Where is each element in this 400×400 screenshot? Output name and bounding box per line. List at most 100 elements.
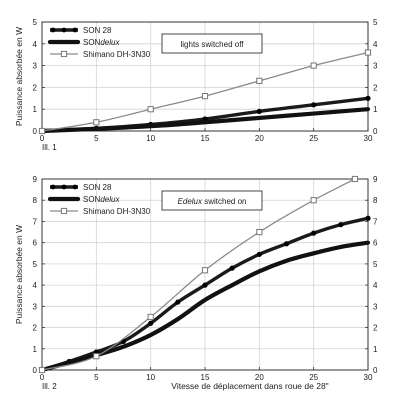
data-point <box>202 282 208 288</box>
y-tick-label-right: 5 <box>373 18 378 27</box>
panel-label: Ill. 2 <box>42 382 57 391</box>
legend-item: SON 28 <box>50 26 112 35</box>
legend-label-part: SON <box>83 195 101 204</box>
data-point <box>351 175 359 183</box>
x-tick-label: 10 <box>146 373 155 382</box>
legend: SON 28 SONdelux Shimano DH-3N30 <box>47 183 151 216</box>
legend-marker <box>61 27 67 33</box>
legend-label: Shimano DH-3N30 <box>83 207 151 216</box>
y-tick-label-left: 6 <box>33 239 38 248</box>
data-point <box>38 127 46 135</box>
y-axis-label: Puissance absorbée en W <box>14 27 24 126</box>
y-tick-label-left: 3 <box>33 302 38 311</box>
panel-label: Ill. 1 <box>42 143 57 152</box>
data-point <box>256 77 263 84</box>
legend-label: SONdelux <box>83 195 120 204</box>
legend-item: SONdelux <box>47 195 120 204</box>
y-tick-label-right: 0 <box>373 127 378 136</box>
y-tick-label-left: 5 <box>33 18 38 27</box>
x-tick-label: 30 <box>364 134 373 143</box>
legend-label-part: delux <box>100 38 120 47</box>
x-tick-label: 15 <box>201 373 210 382</box>
annotation-text-part: Edelux <box>178 197 203 206</box>
data-point <box>311 102 317 108</box>
legend-marker <box>50 184 56 190</box>
data-point <box>310 62 317 69</box>
data-point <box>229 265 235 271</box>
annotation-text: lights switched off <box>181 40 245 49</box>
legend-label: SON 28 <box>83 26 112 35</box>
legend-marker <box>61 184 67 190</box>
x-tick-label: 20 <box>255 373 264 382</box>
y-tick-label-right: 3 <box>373 302 378 311</box>
legend-item: SON 28 <box>50 183 112 192</box>
series-sondelux <box>39 107 371 134</box>
y-tick-label-right: 7 <box>373 217 378 226</box>
data-point <box>256 251 262 257</box>
x-tick-label: 0 <box>40 373 45 382</box>
legend-marker <box>72 184 78 190</box>
y-tick-label-left: 9 <box>33 175 38 184</box>
data-point <box>175 299 181 305</box>
x-tick-label: 10 <box>146 134 155 143</box>
x-tick-label: 25 <box>309 373 318 382</box>
data-point <box>201 267 209 274</box>
y-tick-label-left: 4 <box>33 40 38 49</box>
y-tick-label-right: 6 <box>373 239 378 248</box>
series-son-28 <box>39 215 371 373</box>
y-tick-label-left: 3 <box>33 62 38 71</box>
y-tick-label-right: 1 <box>373 105 378 114</box>
y-tick-label-right: 2 <box>373 83 378 92</box>
data-point <box>364 49 372 56</box>
data-point <box>38 366 46 374</box>
y-tick-label-right: 8 <box>373 196 378 205</box>
y-tick-label-right: 4 <box>373 281 378 290</box>
legend-marker <box>60 50 68 58</box>
series-shimano-dh-3n30 <box>38 49 372 135</box>
x-tick-label: 5 <box>94 373 99 382</box>
y-tick-label-left: 2 <box>33 324 38 333</box>
data-point <box>147 313 154 321</box>
legend-marker <box>50 27 56 33</box>
y-tick-label-right: 5 <box>373 260 378 269</box>
y-tick-label-right: 0 <box>373 366 378 375</box>
y-tick-label-left: 4 <box>33 281 38 290</box>
y-tick-label-right: 4 <box>373 40 378 49</box>
x-axis-label: Vitesse de déplacement dans roue de 28" <box>171 381 328 391</box>
legend-item: Shimano DH-3N30 <box>50 50 151 59</box>
y-tick-label-left: 0 <box>33 127 38 136</box>
y-tick-label-left: 8 <box>33 196 38 205</box>
series-line <box>39 107 371 134</box>
data-point <box>93 119 100 126</box>
data-point <box>311 230 317 236</box>
x-tick-label: 15 <box>201 134 210 143</box>
legend-label: SON 28 <box>83 183 112 192</box>
legend-marker <box>60 207 68 215</box>
y-tick-label-left: 5 <box>33 260 38 269</box>
legend-item: SONdelux <box>47 38 120 47</box>
data-point <box>338 222 344 228</box>
data-point <box>310 197 317 204</box>
legend-label-part: SON <box>83 38 101 47</box>
data-point <box>147 106 154 113</box>
y-tick-label-left: 1 <box>33 345 38 354</box>
annotation-box: lights switched off <box>161 33 263 54</box>
y-tick-label-right: 1 <box>373 345 378 354</box>
data-point <box>256 228 263 236</box>
annotation-frame <box>161 33 263 54</box>
annotation-text: Edelux switched on <box>178 197 247 206</box>
y-tick-label-right: 9 <box>373 175 378 184</box>
annotation-frame <box>161 190 263 211</box>
x-tick-label: 30 <box>364 373 373 382</box>
data-point <box>283 241 290 247</box>
legend-label: Shimano DH-3N30 <box>83 50 151 59</box>
x-tick-label: 20 <box>255 134 264 143</box>
y-tick-label-left: 2 <box>33 83 38 92</box>
chart-panel-2: 0 5 10 15 20 25 300 01 12 23 34 45 56 67 78 89 9Puissanc… <box>14 175 378 391</box>
legend-label: SONdelux <box>83 38 120 47</box>
y-tick-label-right: 2 <box>373 324 378 333</box>
legend: SON 28 SONdelux Shimano DH-3N30 <box>47 26 151 59</box>
x-tick-label: 5 <box>94 134 99 143</box>
